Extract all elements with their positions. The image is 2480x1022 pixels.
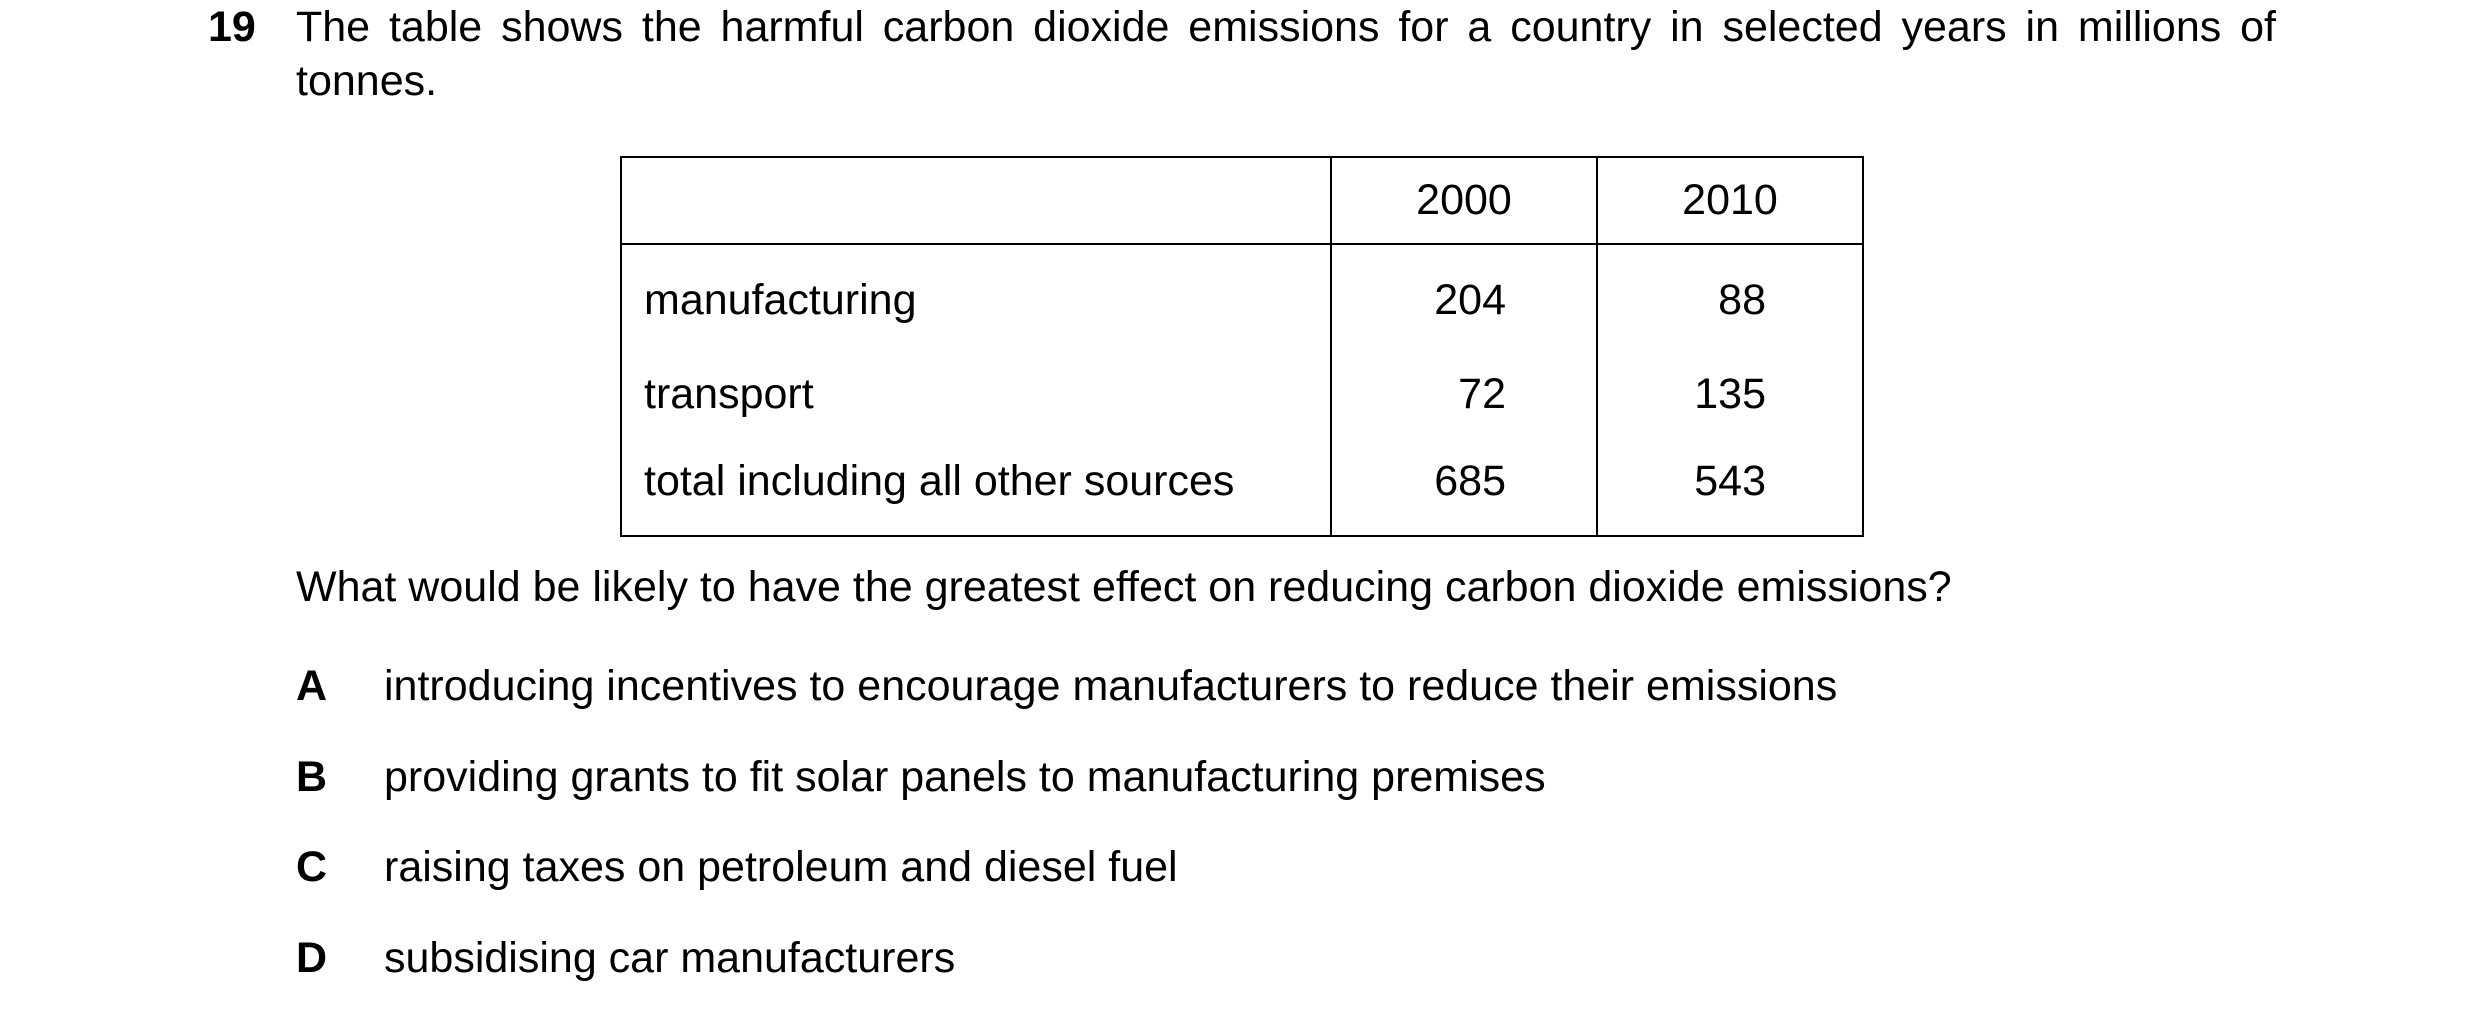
value-2000: 72: [1330, 355, 1598, 433]
option-letter: A: [296, 662, 328, 710]
header-cell-2000: 2000: [1330, 156, 1598, 245]
option-letter: C: [296, 843, 328, 891]
question-number: 19: [208, 3, 256, 51]
row-label: manufacturing: [620, 244, 1332, 355]
row-label: total including all other sources: [620, 433, 1332, 537]
table-row: transport 72 135: [620, 355, 1864, 433]
table-row: total including all other sources 685 54…: [620, 433, 1864, 537]
option-text: raising taxes on petroleum and diesel fu…: [384, 843, 1178, 891]
table-row: manufacturing 204 88: [620, 244, 1864, 355]
option-letter: D: [296, 934, 328, 982]
value-2000: 685: [1330, 433, 1598, 537]
header-cell-2010: 2010: [1596, 156, 1864, 245]
question-stem: The table shows the harmful carbon dioxi…: [296, 3, 2276, 105]
value-2000: 204: [1330, 244, 1598, 355]
value-2010: 88: [1596, 244, 1864, 355]
value-2010: 543: [1596, 433, 1864, 537]
value-2010: 135: [1596, 355, 1864, 433]
option-text: subsidising car manufacturers: [384, 934, 956, 982]
question-prompt: What would be likely to have the greates…: [296, 563, 1952, 611]
table-header-row: 2000 2010: [620, 156, 1864, 245]
emissions-table: 2000 2010 manufacturing 204 88 transport…: [620, 156, 1864, 537]
header-cell-empty: [620, 156, 1332, 245]
row-label: transport: [620, 355, 1332, 433]
option-letter: B: [296, 753, 328, 801]
option-text: providing grants to fit solar panels to …: [384, 753, 1546, 801]
option-text: introducing incentives to encourage manu…: [384, 662, 1838, 710]
